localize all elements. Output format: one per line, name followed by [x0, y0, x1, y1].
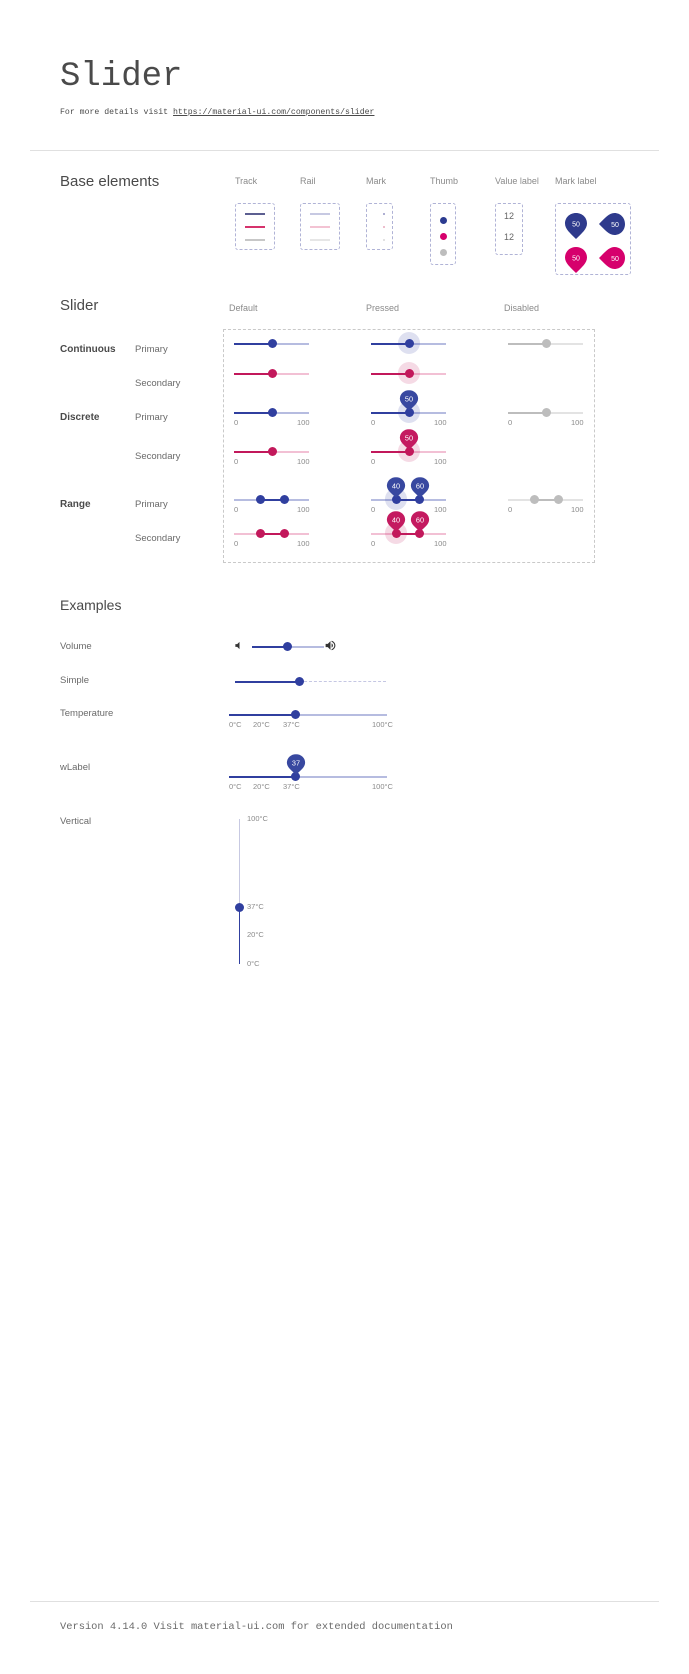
svg-text:60: 60 — [415, 515, 423, 524]
svg-text:60: 60 — [415, 481, 423, 490]
svg-text:37: 37 — [292, 758, 300, 767]
svg-text:40: 40 — [392, 481, 400, 490]
svg-text:50: 50 — [572, 256, 580, 263]
svg-text:50: 50 — [611, 256, 619, 263]
svg-text:50: 50 — [572, 222, 580, 229]
svg-text:50: 50 — [405, 394, 413, 403]
svg-text:50: 50 — [611, 222, 619, 229]
svg-text:40: 40 — [392, 515, 400, 524]
svg-text:50: 50 — [405, 433, 413, 442]
